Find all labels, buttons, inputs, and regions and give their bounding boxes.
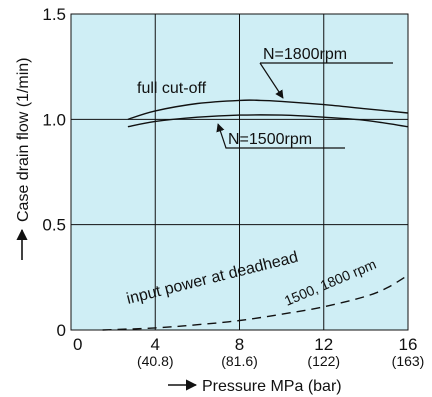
- axis-ticks: 0 0.5 1.0 1.5 0 4(40.8) 8(81.6) 12(122) 16(163): [42, 5, 424, 369]
- x-tick-label: 0: [73, 335, 82, 354]
- x-tick-sublabel: (81.6): [221, 353, 258, 369]
- y-tick-label: 0: [57, 321, 66, 340]
- n1500-label: N=1500rpm: [228, 131, 312, 148]
- x-axis-label: Pressure MPa (bar): [202, 378, 342, 395]
- n1800-leader: [259, 62, 393, 98]
- y-tick-label: 1.5: [42, 5, 66, 24]
- x-tick-label: 4: [151, 335, 160, 354]
- series-line-1: [127, 114, 409, 128]
- x-tick-label: 12: [314, 335, 333, 354]
- x-tick-sublabel: (40.8): [137, 353, 174, 369]
- x-axis-title: Pressure MPa (bar): [168, 378, 342, 395]
- x-tick-label: 16: [399, 335, 418, 354]
- series-line-2: [102, 274, 409, 331]
- x-tick-label: 8: [235, 335, 244, 354]
- n1800-label: N=1800rpm: [263, 46, 347, 63]
- y-tick-label: 1.0: [42, 110, 66, 129]
- series-layer: [102, 99, 409, 331]
- y-axis-title: Case drain flow (1/min): [15, 58, 32, 260]
- y-axis-label: Case drain flow (1/min): [15, 58, 32, 223]
- x-tick-sublabel: (122): [307, 353, 340, 369]
- full-cutoff-label: full cut-off: [137, 80, 207, 97]
- n1500-leader: [216, 123, 345, 149]
- x-tick-sublabel: (163): [392, 353, 425, 369]
- y-tick-label: 0.5: [42, 216, 66, 235]
- series-line-0: [127, 99, 409, 120]
